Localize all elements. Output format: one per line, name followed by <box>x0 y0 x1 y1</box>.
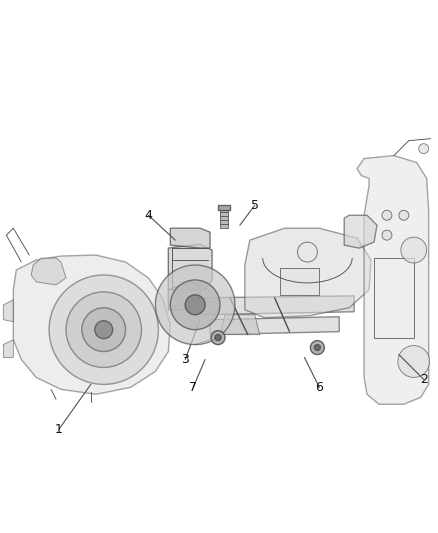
Polygon shape <box>31 258 66 285</box>
Circle shape <box>314 345 320 351</box>
Polygon shape <box>357 156 429 404</box>
Circle shape <box>49 275 159 384</box>
Circle shape <box>401 237 427 263</box>
Circle shape <box>398 345 430 377</box>
Polygon shape <box>210 317 339 335</box>
Circle shape <box>382 230 392 240</box>
Circle shape <box>66 292 141 367</box>
Text: 6: 6 <box>315 381 323 394</box>
Circle shape <box>419 144 429 154</box>
Circle shape <box>382 211 392 220</box>
Circle shape <box>155 265 235 345</box>
Polygon shape <box>200 296 354 315</box>
Text: 4: 4 <box>145 209 152 222</box>
Polygon shape <box>220 211 228 228</box>
Polygon shape <box>13 255 170 394</box>
Circle shape <box>82 308 126 352</box>
Polygon shape <box>170 228 210 248</box>
Circle shape <box>211 330 225 345</box>
Circle shape <box>215 335 221 341</box>
Text: 1: 1 <box>55 423 63 435</box>
Text: 2: 2 <box>420 373 427 386</box>
Polygon shape <box>374 258 414 337</box>
Circle shape <box>297 242 318 262</box>
Text: 7: 7 <box>189 381 197 394</box>
Circle shape <box>311 341 324 354</box>
Text: 5: 5 <box>251 199 259 212</box>
Circle shape <box>185 295 205 315</box>
Polygon shape <box>218 205 230 211</box>
Polygon shape <box>220 315 260 335</box>
Polygon shape <box>4 340 13 358</box>
Circle shape <box>399 211 409 220</box>
Circle shape <box>95 321 113 338</box>
Text: 3: 3 <box>181 353 189 366</box>
Polygon shape <box>168 244 212 290</box>
Polygon shape <box>279 268 319 295</box>
Circle shape <box>170 280 220 330</box>
Polygon shape <box>344 215 377 248</box>
Polygon shape <box>4 300 13 322</box>
Polygon shape <box>245 228 371 318</box>
Polygon shape <box>168 282 200 310</box>
